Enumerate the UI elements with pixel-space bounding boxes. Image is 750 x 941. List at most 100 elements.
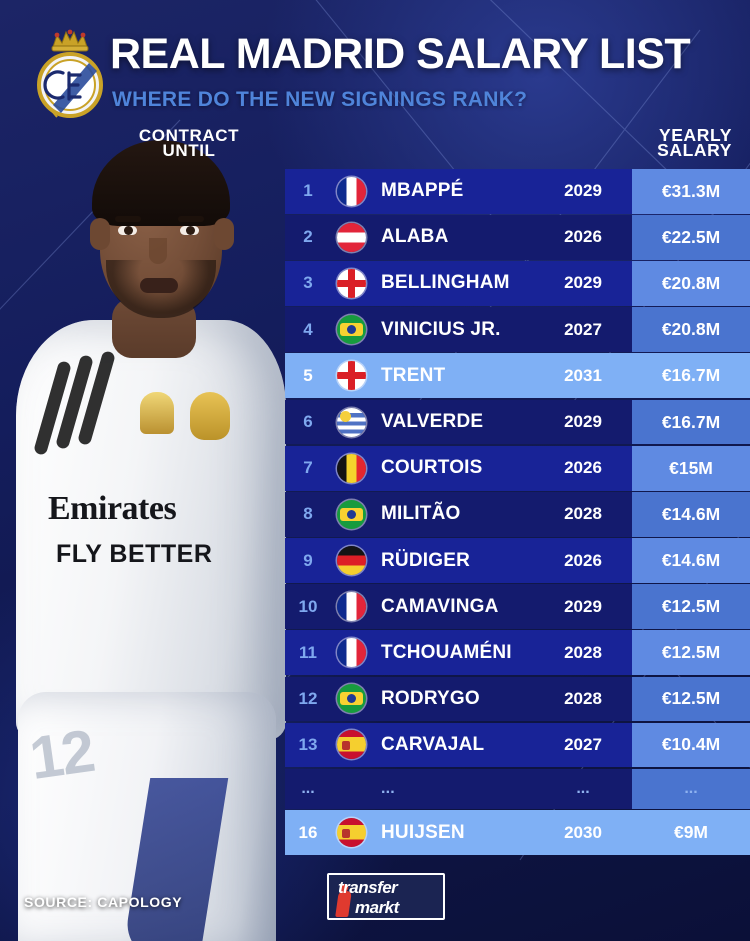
rank-cell: 13 — [298, 734, 318, 754]
contract-until-cell: 2026 — [564, 550, 602, 570]
flag-cell — [331, 453, 371, 483]
table-row: 4 VINICIUS JR. 2027 €20.8M — [285, 307, 750, 352]
contract-until-cell: 2026 — [564, 227, 602, 247]
salary-value: €14.6M — [661, 550, 721, 570]
flag-cell — [331, 361, 371, 391]
france-flag-icon — [336, 592, 366, 622]
flag-cell — [331, 638, 371, 668]
salary-cell: €9M — [632, 810, 750, 856]
spain-flag-icon — [336, 730, 366, 760]
salary-cell: €10.4M — [632, 722, 750, 768]
column-headers: CONTRACT UNTIL YEARLY SALARY — [139, 125, 750, 168]
table-row: 1 MBAPPÉ 2029 €31.3M — [285, 169, 750, 214]
player-name-cell: MILITÃO — [381, 503, 461, 525]
flag-cell — [331, 730, 371, 760]
spain-flag-icon — [336, 818, 366, 848]
contract-until-cell: 2027 — [564, 734, 602, 754]
player-name-cell: RÜDIGER — [381, 549, 471, 571]
table-row: 9 RÜDIGER 2026 €14.6M — [285, 538, 750, 583]
flag-cell — [331, 499, 371, 529]
player-photo: Emirates FLY BETTER 12 — [0, 92, 294, 941]
shirt-sponsor: Emirates — [48, 490, 177, 527]
salary-cell: €16.7M — [632, 399, 750, 445]
salary-value: €14.6M — [661, 503, 721, 524]
salary-cell: €31.3M — [632, 169, 750, 214]
player-name-cell: ALABA — [381, 226, 449, 248]
page-subtitle: WHERE DO THE NEW SIGNINGS RANK? — [112, 88, 528, 111]
player-name-cell: COURTOIS — [381, 457, 483, 479]
contract-until-cell: 2028 — [564, 688, 602, 708]
rank-cell: 8 — [303, 504, 313, 524]
contract-until-cell: 2029 — [564, 273, 602, 293]
uruguay-flag-icon — [336, 407, 366, 437]
column-header-salary: YEARLY SALARY — [612, 125, 732, 160]
contract-until-cell: 2031 — [564, 365, 602, 385]
england-flag-icon — [336, 268, 366, 298]
flag-cell — [331, 546, 371, 575]
flag-cell — [331, 684, 371, 714]
france-flag-icon — [336, 176, 366, 206]
player-name-cell: BELLINGHAM — [381, 272, 510, 294]
contract-until-cell: 2026 — [564, 458, 602, 478]
rank-cell: 4 — [303, 319, 313, 339]
real-madrid-crest-icon — [37, 29, 103, 118]
flag-cell — [331, 222, 371, 252]
salary-cell: €22.5M — [632, 215, 750, 260]
column-header-contract-line1: CONTRACT — [138, 126, 240, 145]
table-row: 16 HUIJSEN 2030 €9M — [285, 810, 750, 856]
shirt-slogan: FLY BETTER — [56, 540, 213, 568]
salary-cell: €20.8M — [632, 307, 750, 352]
page-title: REAL MADRID SALARY LIST — [110, 30, 691, 78]
brazil-flag-icon — [336, 499, 366, 529]
salary-value: €20.8M — [661, 319, 721, 340]
rank-cell: 7 — [303, 458, 313, 478]
germany-flag-icon — [336, 546, 366, 575]
salary-cell: €14.6M — [632, 538, 750, 583]
salary-value: €22.5M — [661, 226, 721, 247]
flag-cell — [331, 407, 371, 437]
column-header-salary-line1: YEARLY — [659, 125, 732, 145]
table-row: 13 CARVAJAL 2027 €10.4M — [285, 722, 750, 768]
rank-cell: 11 — [299, 642, 317, 662]
rank-cell: 10 — [298, 596, 318, 616]
flag-cell — [331, 818, 371, 848]
player-name-cell: RODRYGO — [381, 687, 480, 709]
austria-flag-icon — [336, 222, 366, 252]
table-row: 3 BELLINGHAM 2029 €20.8M — [285, 261, 750, 306]
flag-cell — [331, 176, 371, 206]
contract-until-cell: ... — [576, 779, 590, 797]
table-row: 5 TRENT 2031 €16.7M — [285, 353, 750, 399]
rank-cell: 1 — [303, 181, 313, 201]
player-name-cell: VINICIUS JR. — [381, 318, 501, 340]
rank-cell: 16 — [298, 822, 318, 842]
salary-cell: €14.6M — [632, 492, 750, 537]
salary-cell: €12.5M — [632, 630, 750, 675]
contract-until-cell: 2029 — [564, 596, 602, 616]
salary-value: €15M — [669, 457, 713, 478]
salary-table: 1 MBAPPÉ 2029 €31.3M 2 ALABA 2026 €22.5M 3 BELLIN… — [285, 169, 750, 857]
player-name-cell: HUIJSEN — [381, 821, 465, 843]
belgium-flag-icon — [336, 453, 366, 483]
salary-cell: ... — [632, 768, 750, 809]
salary-value: €9M — [673, 822, 709, 843]
contract-until-cell: 2029 — [564, 412, 602, 432]
salary-cell: €15M — [632, 446, 750, 491]
contract-until-cell: 2029 — [564, 181, 602, 201]
salary-value: €31.3M — [661, 180, 721, 201]
column-header-contract: CONTRACT UNTIL — [124, 126, 254, 159]
rank-cell: 2 — [303, 227, 313, 247]
salary-cell: €16.7M — [632, 353, 750, 399]
shirt-number: 12 — [25, 716, 98, 793]
table-row: 12 RODRYGO 2028 €12.5M — [285, 676, 750, 722]
player-name-cell: MBAPPÉ — [381, 180, 464, 202]
flag-cell — [331, 315, 371, 345]
salary-value: €20.8M — [661, 272, 721, 293]
table-row: ............ — [285, 768, 750, 809]
flag-cell — [331, 268, 371, 298]
row-background — [285, 768, 632, 809]
flag-cell — [331, 592, 371, 622]
column-header-salary-line2: SALARY — [657, 140, 732, 160]
transfermarkt-logo-line1: transfer — [338, 878, 398, 897]
salary-value: €12.5M — [661, 596, 721, 617]
rank-cell: ... — [301, 779, 315, 797]
